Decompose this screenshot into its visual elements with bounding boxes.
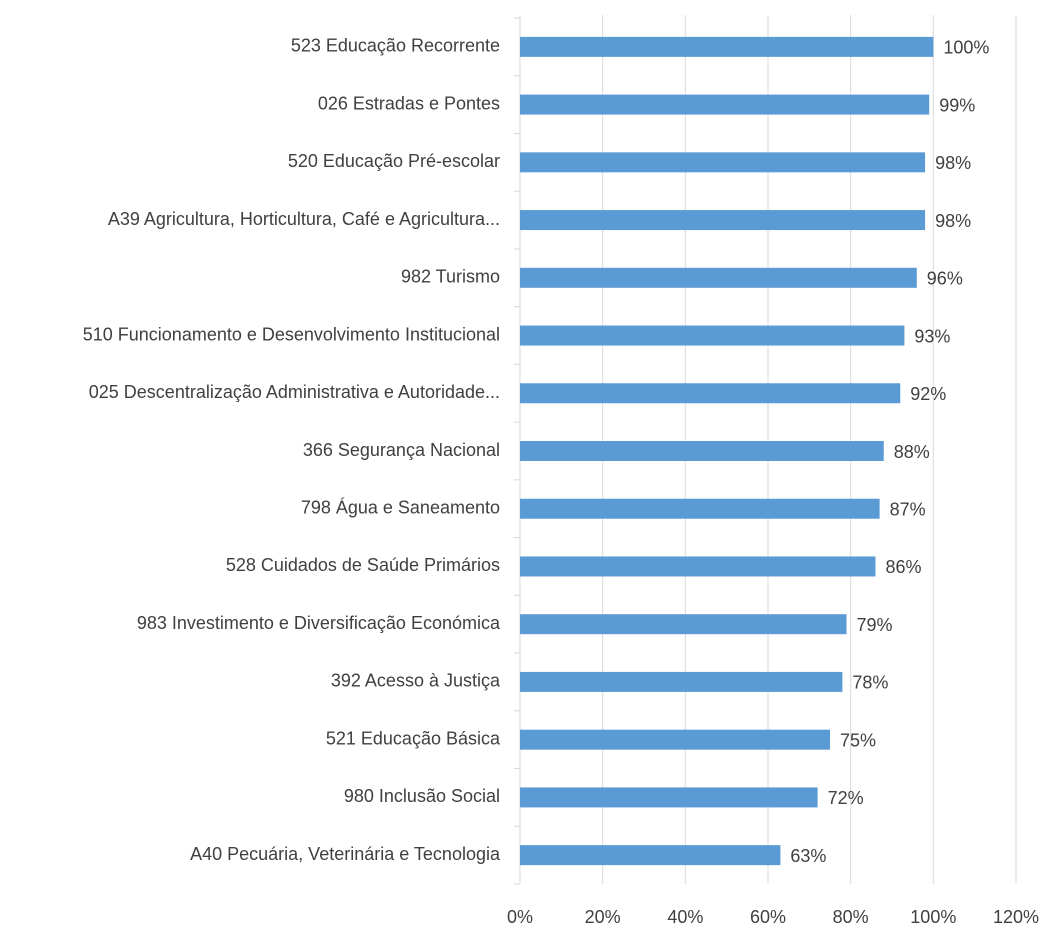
data-label: 86% <box>885 557 921 577</box>
bar <box>520 94 930 115</box>
y-tick-label: 521 Educação Básica <box>326 728 501 748</box>
data-label: 98% <box>935 211 971 231</box>
x-tick-label: 100% <box>910 907 956 927</box>
bar <box>520 152 926 173</box>
data-label: 87% <box>890 499 926 519</box>
bar <box>520 671 843 692</box>
bar <box>520 36 934 57</box>
data-label: 72% <box>828 788 864 808</box>
data-label: 88% <box>894 442 930 462</box>
x-tick-label: 0% <box>507 907 533 927</box>
bar <box>520 383 901 404</box>
x-tick-label: 120% <box>993 907 1039 927</box>
y-tick-label: 980 Inclusão Social <box>344 786 500 806</box>
y-tick-label: A39 Agricultura, Horticultura, Café e Ag… <box>108 209 500 229</box>
x-tick-label: 20% <box>585 907 621 927</box>
y-tick-label: 520 Educação Pré-escolar <box>288 151 500 171</box>
data-label: 98% <box>935 153 971 173</box>
data-label: 75% <box>840 730 876 750</box>
y-tick-label: 510 Funcionamento e Desenvolvimento Inst… <box>83 324 500 344</box>
data-label: 78% <box>852 673 888 693</box>
data-label: 96% <box>927 269 963 289</box>
data-label: 93% <box>914 326 950 346</box>
y-tick-label: 026 Estradas e Pontes <box>318 93 500 113</box>
y-tick-label: 366 Segurança Nacional <box>303 440 500 460</box>
bar <box>520 498 880 519</box>
bar <box>520 325 905 346</box>
y-tick-label: 523 Educação Recorrente <box>291 36 500 56</box>
y-tick-label: 983 Investimento e Diversificação Económ… <box>137 613 501 633</box>
bar <box>520 729 830 750</box>
bar <box>520 845 781 866</box>
x-tick-label: 60% <box>750 907 786 927</box>
bar <box>520 556 876 577</box>
y-tick-label: 528 Cuidados de Saúde Primários <box>226 555 500 575</box>
y-tick-label: 982 Turismo <box>401 267 500 287</box>
data-label: 79% <box>857 615 893 635</box>
x-tick-label: 80% <box>833 907 869 927</box>
x-tick-label: 40% <box>667 907 703 927</box>
data-label: 100% <box>943 38 989 58</box>
y-tick-label: A40 Pecuária, Veterinária e Tecnologia <box>190 844 501 864</box>
bar <box>520 267 917 288</box>
data-label: 99% <box>939 95 975 115</box>
bar <box>520 614 847 635</box>
data-label: 63% <box>790 846 826 866</box>
data-label: 92% <box>910 384 946 404</box>
bar <box>520 210 926 231</box>
bar <box>520 787 818 808</box>
bar <box>520 441 884 461</box>
y-tick-label: 798 Água e Saneamento <box>301 497 500 517</box>
y-tick-label: 025 Descentralização Administrativa e Au… <box>89 382 500 402</box>
y-tick-label: 392 Acesso à Justiça <box>331 671 501 691</box>
